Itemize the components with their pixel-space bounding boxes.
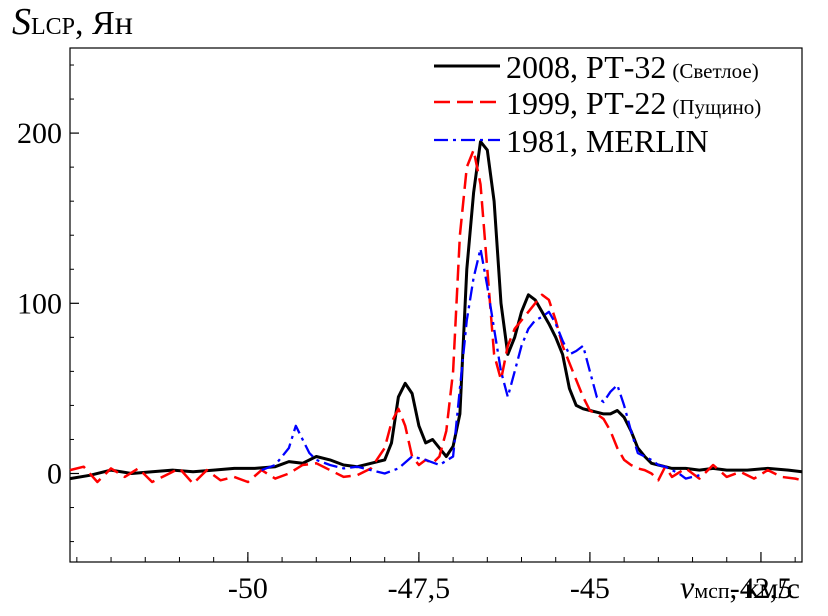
y-axis-title-main: S [12,1,31,43]
legend-label-2: 1999, РТ-22 (Пущино) [506,85,761,121]
x-axis-title: vмсп, км/с [680,569,800,605]
series-layer [69,140,803,485]
y-tick-label: 100 [17,287,62,320]
x-axis-title-sub: мсп [694,578,730,603]
legend: 2008, РТ-32 (Светлое)1999, РТ-22 (Пущино)1… [434,49,761,159]
y-tick-label: 200 [17,117,62,150]
plot-border [69,47,803,563]
series-line-2 [69,148,803,485]
series-line-3 [261,247,700,480]
x-axis-title-unit: , км/с [730,572,800,605]
legend-label-3: 1981, MERLIN [506,123,709,159]
y-tick-label: 0 [47,457,62,490]
x-tick-label: -45 [570,572,610,605]
plot-frame [69,47,803,563]
x-tick-label: -50 [228,572,268,605]
series-line-1 [69,140,803,481]
legend-label-1: 2008, РТ-32 (Светлое) [506,49,759,85]
x-tick-label: -47,5 [388,572,451,605]
y-axis-title-unit: , Ян [75,5,133,42]
y-axis-title: SLCP, Ян [12,1,133,43]
y-axis-title-sub: LCP [31,14,75,40]
x-axis-title-main: v [680,569,695,605]
axis-layer: 0 100 200 -50 -47,5 -45 -42,5 [17,64,796,605]
x-tick-label: -42,5 [730,572,793,605]
